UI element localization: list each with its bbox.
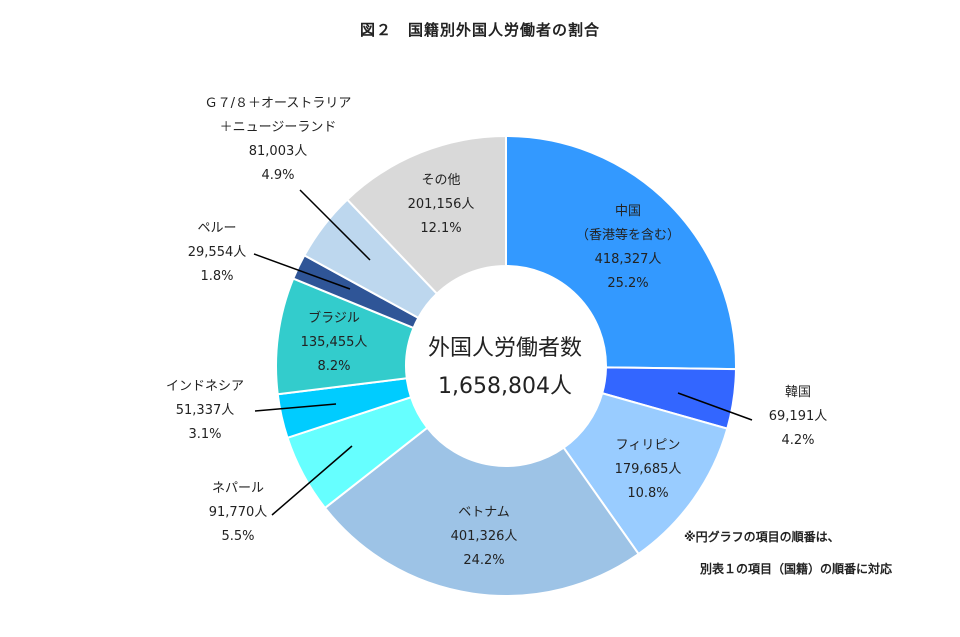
slice-label-3-percent: 24.2% bbox=[463, 553, 504, 568]
slice-label-4-count: 91,770人 bbox=[209, 505, 268, 520]
slice-label-3-count: 401,326人 bbox=[451, 529, 518, 544]
slice-label-8-name2: ＋ニュージーランド bbox=[220, 120, 337, 135]
slice-label-0-count: 418,327人 bbox=[595, 252, 662, 267]
slice-label-9-percent: 12.1% bbox=[420, 221, 461, 236]
slice-label-7-name: ペルー bbox=[197, 221, 236, 236]
slice-label-1-percent: 4.2% bbox=[781, 433, 814, 448]
slice-label-2-name: フィリピン bbox=[616, 438, 681, 453]
slice-label-0-name: 中国 bbox=[615, 204, 641, 219]
slice-label-3-name: ベトナム bbox=[458, 505, 510, 520]
slice-label-4-name: ネパール bbox=[212, 481, 264, 496]
slice-label-7-count: 29,554人 bbox=[188, 245, 247, 260]
slice-0 bbox=[505, 134, 737, 371]
slice-label-9-count: 201,156人 bbox=[408, 197, 475, 212]
leader-line-8 bbox=[299, 189, 371, 261]
slice-label-5-percent: 3.1% bbox=[188, 427, 221, 442]
slice-label-0-name2: （香港等を含む） bbox=[576, 227, 680, 243]
slice-label-7-percent: 1.8% bbox=[200, 269, 233, 284]
slice-label-2-percent: 10.8% bbox=[627, 486, 668, 501]
slice-label-1-count: 69,191人 bbox=[769, 409, 828, 424]
footnote-line-2: 別表１の項目（国籍）の順番に対応 bbox=[700, 562, 893, 576]
slice-label-2-count: 179,685人 bbox=[615, 462, 682, 477]
slice-label-8-name: Ｇ７/８＋オーストラリア bbox=[205, 96, 352, 111]
slice-label-0-percent: 25.2% bbox=[607, 276, 648, 291]
slice-3 bbox=[323, 426, 640, 597]
footnote-line-1: ※円グラフの項目の順番は、 bbox=[684, 530, 840, 544]
slice-label-8-count: 81,003人 bbox=[249, 144, 308, 159]
center-label-title: 外国人労働者数 bbox=[428, 336, 582, 361]
leader-line-4 bbox=[271, 445, 353, 516]
center-label-total: 1,658,804人 bbox=[438, 374, 572, 399]
chart-title: 図２ 国籍別外国人労働者の割合 bbox=[359, 21, 600, 39]
slice-label-6-count: 135,455人 bbox=[301, 335, 368, 350]
slice-9 bbox=[345, 134, 507, 296]
slice-label-9-name: その他 bbox=[421, 173, 460, 188]
slice-label-5-name: インドネシア bbox=[166, 379, 244, 394]
slice-label-1-name: 韓国 bbox=[785, 385, 811, 400]
leader-line-7 bbox=[253, 253, 351, 290]
slice-label-4-percent: 5.5% bbox=[221, 529, 254, 544]
leader-line-5 bbox=[254, 403, 337, 412]
leader-line-1 bbox=[677, 392, 753, 421]
slice-label-6-percent: 8.2% bbox=[317, 359, 350, 374]
slice-label-5-count: 51,337人 bbox=[176, 403, 235, 418]
slice-label-6-name: ブラジル bbox=[308, 310, 360, 326]
slice-label-8-percent: 4.9% bbox=[261, 168, 294, 183]
